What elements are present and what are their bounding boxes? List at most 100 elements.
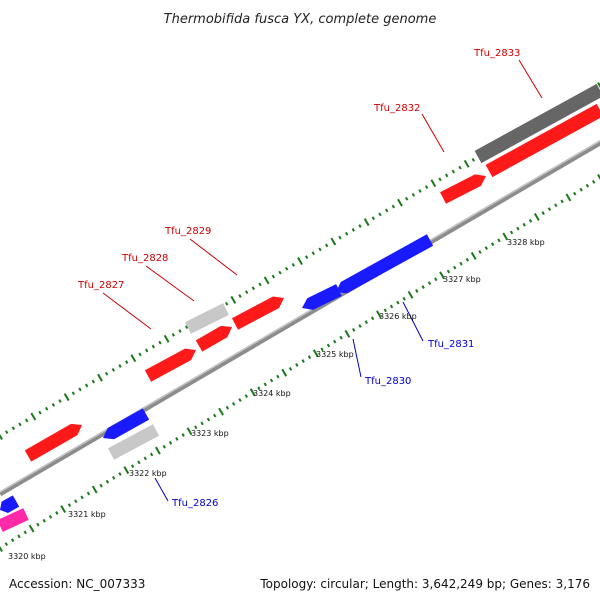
scale-tick: [430, 179, 437, 188]
scale-tick: [112, 476, 116, 480]
gene-feature-forward[interactable]: [24, 423, 82, 462]
scale-tick: [163, 334, 170, 343]
gene-feature-tfu-2827[interactable]: [144, 348, 196, 382]
gene-label-tfu-2827[interactable]: Tfu_2827: [77, 280, 124, 291]
scale-tick: [38, 410, 42, 415]
scale-tick: [439, 271, 445, 280]
gene-label-tfu-2828[interactable]: Tfu_2828: [121, 253, 168, 264]
scale-tick: [251, 286, 256, 291]
scale-tick: [404, 196, 409, 201]
lower-tick-track: [0, 174, 600, 552]
scale-tick: [418, 189, 422, 193]
scale-tick: [184, 325, 189, 329]
gene-feature-forward[interactable]: [231, 296, 284, 330]
scale-tick: [446, 269, 451, 274]
scale-tick: [344, 329, 351, 338]
scale-tick: [151, 344, 156, 349]
label-leader-line: [145, 265, 195, 302]
scale-tick: [230, 295, 237, 304]
scale-tick: [363, 218, 370, 227]
scale-tick: [63, 393, 70, 402]
scale-tick: [318, 247, 322, 252]
scale-tick: [178, 329, 182, 333]
scale-tick: [288, 366, 293, 371]
gene-label-tfu-2829[interactable]: Tfu_2829: [164, 226, 211, 237]
feature-track: [0, 83, 600, 532]
gene-label-tfu-2831[interactable]: Tfu_2831: [427, 339, 474, 350]
scale-tick: [186, 427, 193, 436]
scale-tick: [592, 180, 596, 184]
gene-feature-partial[interactable]: [0, 508, 29, 532]
scale-tick: [42, 518, 46, 523]
scale-tick: [351, 228, 356, 232]
gene-feature-tfu-2832[interactable]: [440, 174, 486, 204]
gene-label-tfu-2826[interactable]: Tfu_2826: [171, 498, 218, 509]
scale-tick: [458, 165, 462, 170]
gene-feature-tfu-2833[interactable]: [474, 83, 600, 164]
scale-tick: [105, 479, 110, 484]
gene-feature-forward[interactable]: [485, 103, 600, 178]
scale-tick: [225, 405, 230, 410]
scale-tick: [378, 212, 382, 217]
gene-feature-tfu-2828[interactable]: [185, 303, 229, 334]
label-leader-line: [352, 338, 362, 378]
gene-feature-tfu-2831[interactable]: [336, 234, 434, 294]
scale-tick: [312, 349, 319, 358]
scale-tick: [143, 456, 147, 461]
scale-tick: [11, 426, 16, 431]
scale-tick: [91, 379, 96, 384]
scale-tick: [276, 374, 280, 379]
label-leader-line: [518, 59, 543, 99]
label-leader-line: [102, 292, 152, 330]
scale-tick: [284, 266, 289, 271]
scale-tick: [23, 530, 27, 535]
scale-tick: [278, 270, 282, 275]
gene-feature-tfu-2829[interactable]: [195, 325, 232, 352]
scale-tick: [304, 255, 309, 259]
scale-tick: [427, 281, 432, 286]
scale-tick: [130, 464, 135, 469]
scale-tick: [263, 276, 270, 285]
scale-tick: [389, 304, 394, 309]
label-leader-line: [189, 238, 238, 276]
scale-tick: [158, 340, 162, 345]
scale-tick: [168, 440, 173, 445]
scale-tick: [528, 218, 533, 223]
scale-tick: [307, 355, 312, 360]
scale-tick: [424, 185, 429, 189]
gene-feature-tfu-2830[interactable]: [302, 284, 342, 310]
scale-tick: [55, 511, 59, 515]
gene-label-tfu-2830[interactable]: Tfu_2830: [364, 376, 411, 387]
scale-tick: [541, 211, 545, 215]
gene-feature-reverse[interactable]: [103, 408, 150, 440]
scale-tick: [301, 359, 305, 363]
scale-tick: [271, 274, 276, 279]
scale-tick: [502, 232, 509, 241]
scale-tick: [573, 191, 577, 196]
scale-tick: [411, 193, 416, 197]
scale-tick: [84, 383, 89, 388]
scale-tick: [330, 237, 337, 246]
scale-tick: [67, 503, 72, 508]
gene-feature-tfu-2826[interactable]: [107, 424, 160, 460]
scale-tick: [99, 483, 103, 488]
accession-text: Accession: NC_007333: [9, 577, 146, 591]
map-title: Thermobifida fusca YX, complete genome: [164, 12, 437, 27]
scale-tick: [383, 308, 387, 313]
scale-label: 3322 kbp: [129, 469, 167, 478]
gene-feature-reverse[interactable]: [0, 495, 20, 513]
label-leader-line: [402, 301, 424, 342]
gene-label-tfu-2833[interactable]: Tfu_2833: [473, 48, 520, 59]
scale-tick: [155, 446, 161, 455]
scale-tick: [490, 242, 495, 247]
scale-tick: [91, 485, 98, 494]
scale-tick: [80, 495, 84, 500]
scale-tick: [478, 250, 482, 254]
scale-tick: [257, 386, 261, 391]
scale-tick: [376, 310, 382, 319]
scale-tick: [194, 425, 198, 430]
scale-tick: [269, 378, 274, 383]
gene-label-tfu-2832[interactable]: Tfu_2832: [373, 103, 420, 114]
scale-tick: [470, 251, 477, 260]
scale-tick: [213, 413, 217, 418]
